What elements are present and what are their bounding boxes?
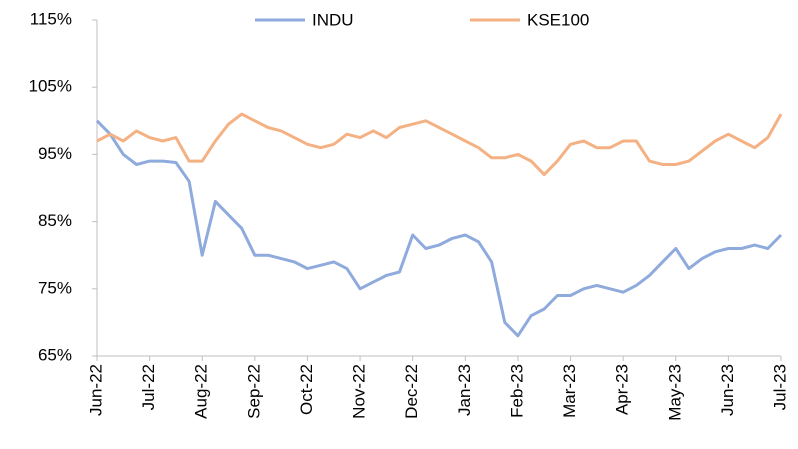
series-line <box>96 112 783 177</box>
x-tick-label: Apr-23 <box>613 364 632 415</box>
x-tick-label: Nov-22 <box>350 364 369 419</box>
y-tick-label: 95% <box>38 144 72 163</box>
x-tick-label: Mar-23 <box>560 364 579 418</box>
y-tick-label: 115% <box>30 9 72 28</box>
legend-label: KSE100 <box>527 10 589 29</box>
y-tick-label: 105% <box>29 77 72 96</box>
y-tick-label: 75% <box>38 278 72 297</box>
x-tick-label: Jun-22 <box>86 364 105 416</box>
x-tick-label: Jun-23 <box>718 364 737 416</box>
x-tick-label: Aug-22 <box>192 364 211 419</box>
x-tick-label: May-23 <box>665 364 684 421</box>
x-tick-label: Jul-23 <box>770 364 789 410</box>
y-tick-label: 65% <box>38 345 72 364</box>
series-line <box>95 119 783 338</box>
x-tick-label: Jul-22 <box>139 364 158 410</box>
x-tick-label: Oct-22 <box>297 364 316 415</box>
y-tick-label: 85% <box>38 211 72 230</box>
legend-label: INDU <box>312 10 354 29</box>
x-tick-label: Sep-22 <box>244 364 263 419</box>
x-tick-label: Dec-22 <box>402 364 421 419</box>
x-tick-label: Jan-23 <box>455 364 474 416</box>
x-tick-label: Feb-23 <box>507 364 526 418</box>
